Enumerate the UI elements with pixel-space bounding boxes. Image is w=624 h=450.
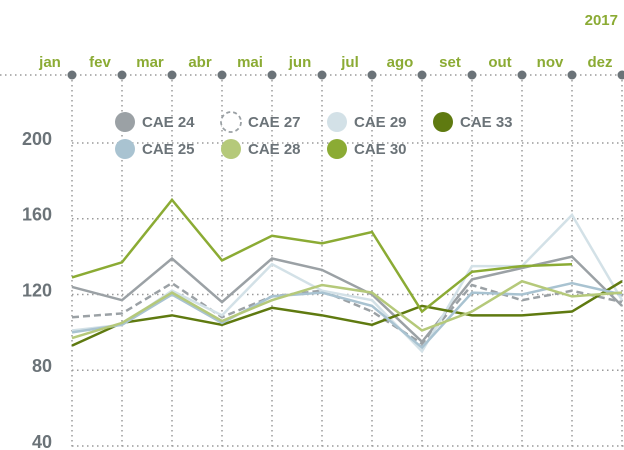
series-line: [71, 280, 623, 347]
x-tick-label: dez: [587, 54, 612, 71]
legend-swatch: [115, 139, 135, 159]
month-dot: [67, 70, 77, 80]
legend-label: CAE 27: [248, 114, 301, 131]
month-dot: [367, 70, 377, 80]
x-tick-label: fev: [89, 54, 111, 71]
month-dot: [467, 70, 477, 80]
month-dot: [567, 70, 577, 80]
legend-swatch: [115, 112, 135, 132]
year-label: 2017: [585, 12, 618, 29]
legend-label: CAE 30: [354, 141, 407, 158]
y-tick-label: 200: [22, 129, 52, 149]
month-dot: [117, 70, 127, 80]
month-dot: [217, 70, 227, 80]
legend-label: CAE 33: [460, 114, 513, 131]
month-dot: [317, 70, 327, 80]
month-dot: [267, 70, 277, 80]
x-tick-label: out: [488, 54, 511, 71]
series-line: [71, 281, 623, 346]
x-tick-label: mai: [237, 54, 263, 71]
x-tick-label: abr: [188, 54, 212, 71]
y-tick-label: 160: [22, 205, 52, 225]
x-tick-label: jul: [340, 54, 359, 71]
x-tick-label: ago: [387, 54, 414, 71]
month-dot: [167, 70, 177, 80]
y-tick-label: 120: [22, 280, 52, 300]
legend-swatch: [220, 111, 242, 133]
x-tick-label: jan: [38, 54, 61, 71]
series-line: [71, 197, 573, 314]
month-dot: [417, 70, 427, 80]
legend-swatch: [433, 112, 453, 132]
legend-label: CAE 29: [354, 114, 407, 131]
series-line: [71, 279, 623, 340]
y-tick-label: 80: [32, 356, 52, 376]
legend-swatch: [327, 112, 347, 132]
legend-label: CAE 28: [248, 141, 301, 158]
legend-label: CAE 24: [142, 114, 195, 131]
legend-swatch: [221, 139, 241, 159]
month-dot: [617, 70, 624, 80]
x-tick-label: nov: [537, 54, 564, 71]
x-tick-label: jun: [288, 54, 312, 71]
x-tick-label: mar: [136, 54, 164, 71]
month-dot: [517, 70, 527, 80]
x-tick-label: set: [439, 54, 461, 71]
y-tick-label: 40: [32, 432, 52, 450]
legend-swatch: [327, 139, 347, 159]
legend-label: CAE 25: [142, 141, 195, 158]
series-line: [71, 281, 623, 350]
